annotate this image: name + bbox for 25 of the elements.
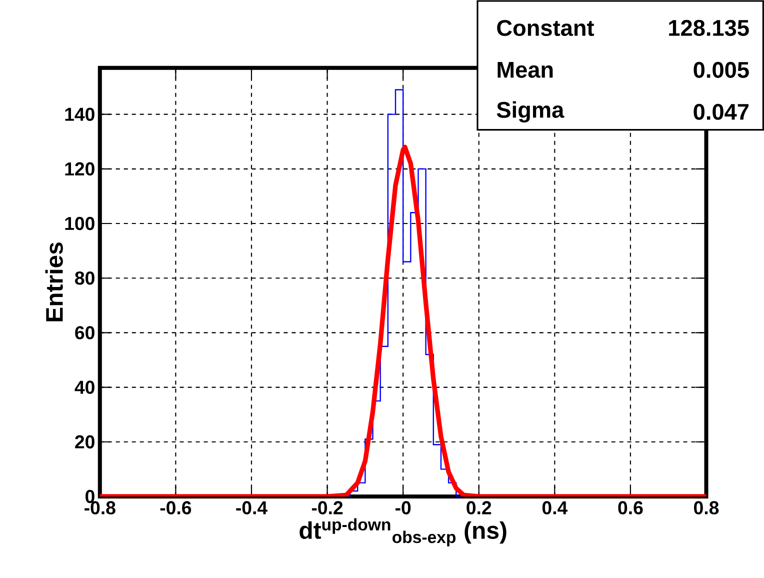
x-axis-title: dt$^{up-down}$$_{obs-exp}$ (ns) (300, 518, 506, 546)
x-tick-label: 0.4 (542, 500, 568, 514)
y-tick-label: 60 (75, 326, 94, 340)
x-tick-label: -0.6 (160, 500, 192, 514)
y-tick-label: 140 (65, 108, 94, 121)
x-tick-label: -0.8 (84, 500, 116, 514)
x-tick-label: -0.2 (312, 500, 343, 514)
annotation: 0.005 (694, 62, 749, 78)
y-tick-label: 0 (86, 490, 94, 503)
annotation: Mean (498, 62, 553, 78)
annotation: Sigma (496, 101, 564, 122)
x-tick-label: 0.8 (694, 500, 719, 514)
text: Constant (497, 20, 594, 36)
y-tick-label: 20 (75, 435, 94, 448)
x-tick-label: -0 (396, 500, 411, 514)
x-tick-label: 0.6 (618, 500, 643, 514)
y-tick-label: 80 (75, 271, 94, 285)
y-tick-label: 100 (65, 216, 94, 230)
annotation: 0.047 (694, 104, 748, 120)
text: 128.135 (669, 20, 749, 36)
y-tick-label: 40 (74, 380, 94, 394)
y-tick-label: 120 (65, 162, 94, 176)
y-axis-title: Entries (45, 242, 63, 322)
x-tick-label: 0.2 (466, 500, 492, 514)
x-tick-label: -0.4 (236, 500, 268, 514)
